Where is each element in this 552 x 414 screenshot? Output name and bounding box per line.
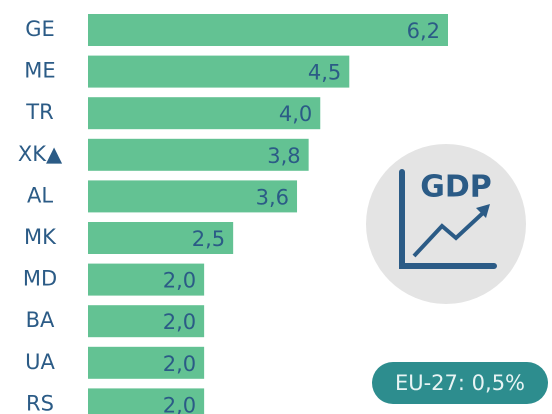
- bar: [88, 138, 309, 171]
- annotation-pill: [372, 362, 548, 404]
- bar: [88, 305, 205, 338]
- value-label: 3,6: [256, 185, 289, 209]
- y-tick-label: UA: [25, 350, 55, 374]
- gdp-icon-bg: [366, 144, 526, 304]
- value-label: 6,2: [407, 19, 440, 43]
- bar: [88, 346, 205, 379]
- y-tick-label: TR: [25, 100, 53, 124]
- y-tick-label: AL: [27, 183, 53, 207]
- gdp-icon-trend: [412, 210, 486, 258]
- bar: [88, 388, 205, 414]
- value-label: 3,8: [267, 144, 300, 168]
- y-tick-label: MK: [24, 225, 57, 249]
- y-tick-label: BA: [26, 308, 55, 332]
- value-label: 4,0: [279, 102, 312, 126]
- gdp-icon-text: GDP: [420, 170, 492, 205]
- bar: [88, 222, 234, 254]
- value-label: 2,0: [163, 393, 196, 414]
- y-tick-label: GE: [25, 17, 55, 41]
- bar: [88, 97, 321, 130]
- bar: [88, 14, 448, 46]
- value-label: 2,0: [163, 269, 196, 293]
- value-label: 2,5: [192, 227, 225, 251]
- y-tick-label: XK▲: [18, 142, 63, 166]
- value-label: 4,5: [308, 61, 341, 85]
- gdp-icon-arrow: [476, 204, 490, 218]
- value-label: 2,0: [163, 310, 196, 334]
- y-tick-label: RS: [26, 391, 54, 414]
- bar: [88, 180, 298, 213]
- bar: [88, 263, 205, 296]
- gdp-icon-axes: [399, 169, 497, 269]
- y-tick-label: ME: [24, 59, 55, 83]
- annotation: EU-27: 0,5%: [395, 371, 525, 395]
- bar: [88, 55, 350, 88]
- y-tick-label: MD: [23, 267, 57, 291]
- value-label: 2,0: [163, 352, 196, 376]
